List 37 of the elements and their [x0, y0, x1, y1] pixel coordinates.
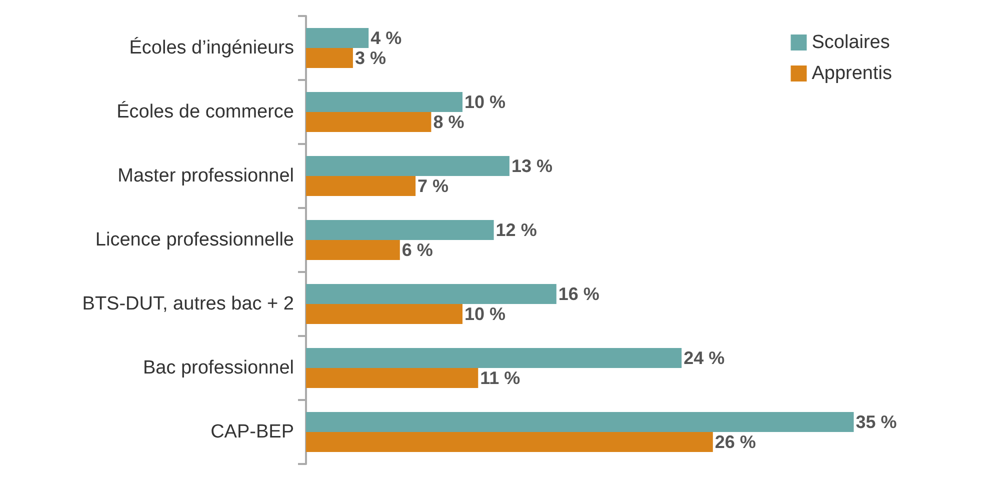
data-label: 4 % — [370, 28, 402, 48]
data-label: 10 % — [464, 92, 506, 112]
y-tick-label: Écoles d’ingénieurs — [129, 36, 294, 58]
bar — [306, 112, 432, 132]
bar — [306, 432, 713, 452]
data-label: 13 % — [511, 156, 552, 176]
data-label: 7 % — [418, 176, 449, 196]
bar — [306, 348, 682, 368]
data-label: 24 % — [684, 348, 725, 368]
y-tick-label: Licence professionnelle — [95, 230, 294, 250]
data-label: 35 % — [856, 412, 897, 432]
legend-label: Apprentis — [812, 63, 892, 84]
bar — [306, 412, 854, 432]
bar — [306, 284, 556, 304]
y-tick-label: BTS-DUT, autres bac + 2 — [82, 294, 294, 314]
data-label: 11 % — [480, 368, 520, 388]
data-label: 8 % — [433, 112, 464, 132]
bar — [306, 368, 478, 388]
legend-label: Scolaires — [812, 32, 890, 53]
data-label: 12 % — [496, 220, 537, 240]
data-label: 26 % — [714, 432, 756, 452]
bar — [306, 156, 510, 176]
bar — [306, 304, 462, 324]
bar — [306, 48, 353, 68]
bar — [306, 92, 462, 112]
y-tick-label: Master professionnel — [118, 166, 294, 186]
data-label: 6 % — [402, 240, 433, 260]
bar — [306, 220, 494, 240]
y-tick-label: CAP-BEP — [210, 422, 294, 442]
y-tick-label: Bac professionnel — [142, 358, 294, 378]
data-label: 3 % — [354, 48, 386, 68]
bar — [306, 176, 416, 196]
bar — [306, 28, 369, 48]
data-label: 16 % — [558, 284, 600, 304]
bar — [306, 240, 400, 260]
data-label: 10 % — [464, 304, 506, 324]
y-tick-label: Écoles de commerce — [116, 100, 294, 122]
